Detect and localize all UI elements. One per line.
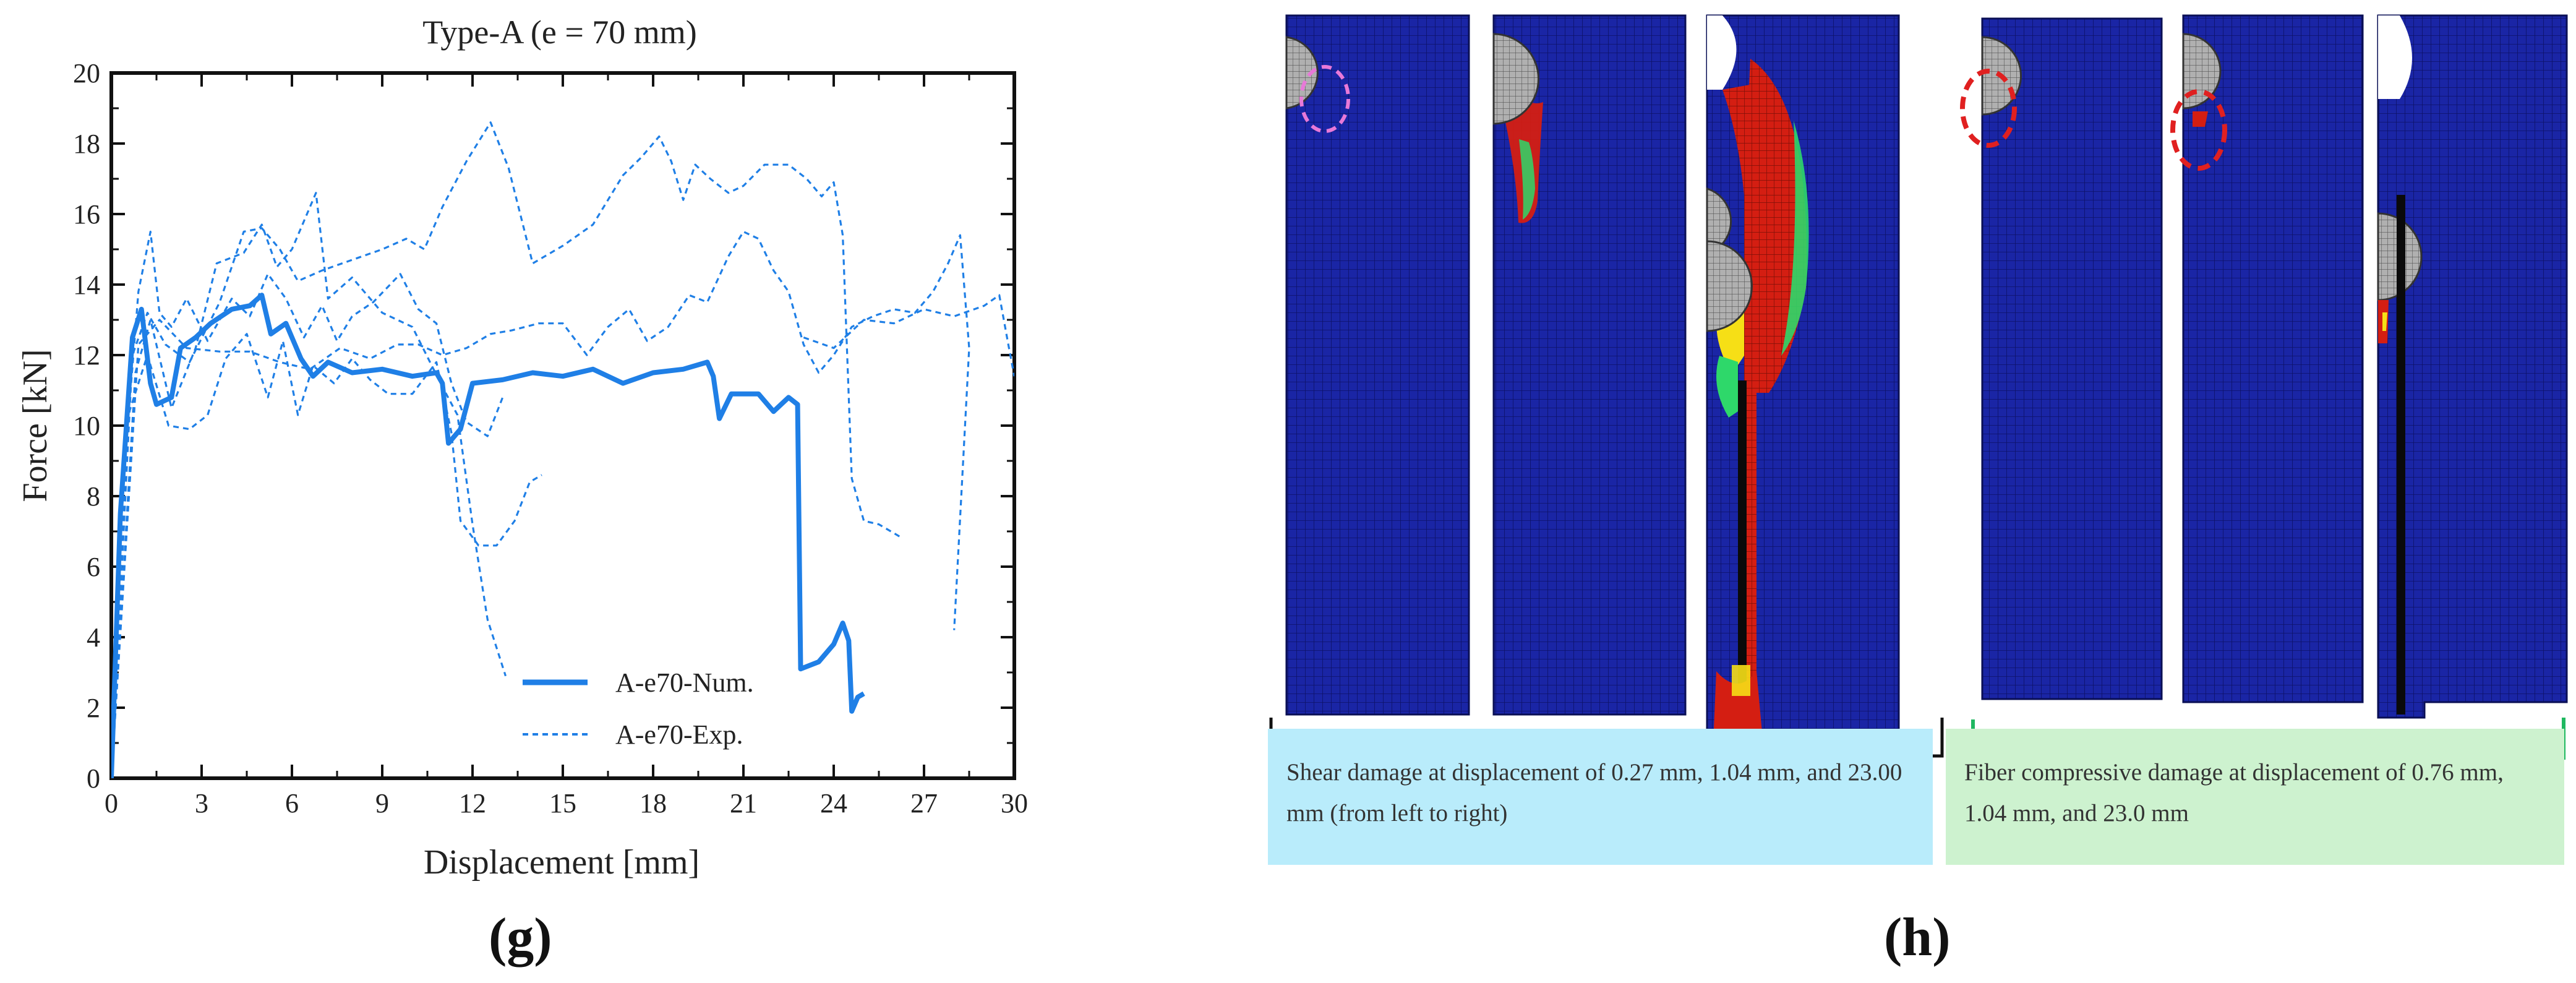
caption-fiber-damage: Fiber compressive damage at displacement… — [1946, 729, 2564, 865]
x-tick-label: 21 — [730, 788, 757, 818]
plot-frame — [109, 71, 1016, 780]
caption-shear-damage: Shear damage at displacement of 0.27 mm,… — [1268, 729, 1933, 865]
series-exp-line — [111, 230, 970, 778]
x-axis-label: Displacement [mm] — [424, 843, 700, 882]
highlight-ellipse-red-1 — [1960, 69, 2017, 148]
shear-damage-plate-2 — [1492, 14, 1687, 716]
y-tick-label: 10 — [73, 411, 100, 441]
highlight-ellipse-pink — [1299, 65, 1350, 133]
fiber-damage-plate-3 — [2377, 14, 2568, 719]
series-exp-line — [111, 230, 504, 778]
x-tick-label: 24 — [820, 788, 847, 818]
y-tick-label: 12 — [73, 340, 100, 371]
series-exp-line — [111, 333, 542, 778]
x-tick-label: 6 — [285, 788, 299, 818]
x-tick-label: 12 — [459, 788, 486, 818]
y-axis-label: Force [kN] — [16, 349, 54, 502]
series-exp-line — [803, 294, 1014, 377]
chart-legend: A-e70-Num. A-e70-Exp. — [523, 667, 754, 750]
panel-label-g: (g) — [489, 908, 552, 968]
series-layer — [111, 121, 1014, 778]
y-tick-label: 0 — [87, 763, 100, 794]
y-tick-label: 14 — [73, 270, 100, 300]
fiber-damage-plate-2 — [2170, 14, 2364, 703]
y-tick-label: 16 — [73, 199, 100, 230]
x-tick-label: 18 — [640, 788, 667, 818]
y-tick-label: 20 — [73, 58, 100, 88]
y-tick-label: 18 — [73, 129, 100, 159]
panel-label-h: (h) — [1884, 908, 1951, 968]
legend-label-exp: A-e70-Exp. — [615, 719, 743, 750]
force-displacement-chart: Type-A (e = 70 mm) 0 3 6 9 12 15 18 21 24 27 30024… — [16, 14, 1028, 882]
chart-title: Type-A (e = 70 mm) — [422, 14, 697, 51]
x-tick-label: 0 — [105, 788, 118, 818]
y-tick-label: 8 — [87, 481, 100, 512]
shear-damage-plate-3 — [1706, 14, 1900, 744]
x-tick-label: 3 — [195, 788, 208, 818]
y-tick-label: 4 — [87, 622, 100, 653]
series-exp-line — [111, 192, 507, 778]
x-tick-label: 27 — [910, 788, 938, 818]
fiber-damage-plate-1 — [1960, 17, 2163, 700]
x-tick-label: 30 — [1001, 788, 1028, 818]
y-tick-label: 6 — [87, 552, 100, 582]
series-exp-line — [111, 121, 904, 778]
x-tick-label: 15 — [549, 788, 576, 818]
series-num-line — [111, 293, 865, 778]
highlight-ellipse-red-2 — [2170, 89, 2227, 171]
fe-damage-figure — [1269, 14, 2568, 765]
shear-damage-plate-1 — [1285, 14, 1470, 716]
x-tick-label: 9 — [375, 788, 389, 818]
y-tick-label: 2 — [87, 693, 100, 723]
legend-label-num: A-e70-Num. — [615, 667, 754, 698]
